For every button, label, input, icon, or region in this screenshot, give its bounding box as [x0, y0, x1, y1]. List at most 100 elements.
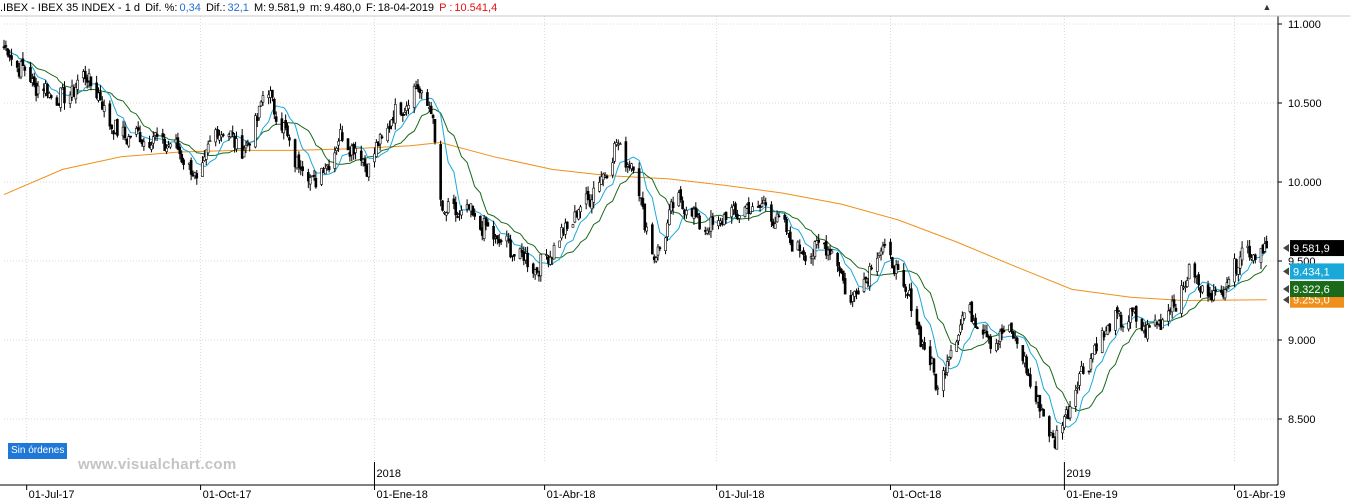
candle-body: [751, 206, 754, 212]
candle-body: [108, 103, 112, 127]
candle-body: [378, 134, 382, 145]
candle-body: [335, 147, 338, 152]
candle-body: [1117, 311, 1121, 314]
candle-body: [915, 309, 919, 326]
candle-body: [363, 158, 367, 167]
candle-body: [255, 116, 259, 121]
candle-body: [1187, 264, 1191, 280]
candle-body: [995, 343, 998, 351]
candle-body: [248, 143, 252, 146]
candle-body: [116, 119, 119, 136]
candle-body: [445, 212, 448, 216]
value-pointer: [1283, 244, 1289, 253]
grid-lines: [4, 16, 1278, 462]
x-axis-labels: 01-Jul-17 01-Oct-17 01-Ene-18 01-Abr-18 01-J…: [29, 468, 1286, 501]
candle-body: [420, 90, 424, 94]
candle-body: [320, 167, 323, 185]
ma10-line: [3, 46, 1267, 428]
candle-body: [936, 387, 940, 390]
candle-body: [1227, 279, 1231, 286]
candle-body: [1174, 307, 1178, 312]
candle-body: [431, 114, 435, 119]
prev-label: P :: [439, 2, 453, 14]
candle-body: [942, 370, 945, 391]
candle-body: [23, 66, 27, 71]
candle-body: [1238, 256, 1242, 269]
orders-status-badge[interactable]: Sin órdenes: [8, 443, 68, 459]
last-price-marker-bg: [1290, 240, 1344, 257]
candle-body: [412, 85, 416, 108]
ma20-value-marker: 9.322,6: [1293, 284, 1330, 296]
candle-body: [204, 149, 208, 160]
candle-body: [996, 343, 1000, 346]
candle-body: [513, 254, 516, 257]
candle-body: [760, 203, 764, 207]
candle-body: [325, 164, 329, 167]
candle-body: [407, 104, 410, 109]
candle-body: [1095, 343, 1098, 352]
candle-body: [401, 114, 405, 116]
candle-body: [1127, 321, 1130, 330]
candle-body: [308, 177, 312, 185]
candle-body: [169, 143, 172, 148]
candle-body: [21, 58, 25, 67]
candle-body: [314, 177, 318, 188]
candle-body: [862, 278, 866, 292]
candle-body: [1193, 263, 1197, 278]
candle-body: [274, 116, 278, 122]
candle-body: [949, 350, 953, 358]
candle-body: [1013, 336, 1017, 338]
candle-body: [520, 250, 524, 253]
candle-body: [902, 269, 906, 287]
candle-body: [896, 264, 900, 270]
candle-body: [452, 198, 456, 205]
candle-body: [1119, 314, 1123, 328]
x-tick-label: 01-Oct-17: [203, 489, 252, 501]
candle-body: [651, 224, 654, 255]
candle-body: [479, 215, 482, 230]
candle-body: [416, 84, 420, 90]
candle-body: [694, 207, 698, 218]
candle-body: [441, 200, 444, 211]
value-pointer: [1283, 285, 1289, 294]
candle-body: [150, 144, 153, 150]
candle-body: [579, 206, 582, 213]
chart-menu-triangle-icon[interactable]: ▲: [1262, 2, 1272, 12]
candle-body: [1002, 330, 1006, 333]
candle-body: [698, 215, 701, 230]
candle-body: [76, 79, 80, 90]
candle-body: [333, 152, 337, 169]
candle-body: [312, 175, 316, 177]
candle-body: [1146, 324, 1149, 340]
candle-body: [545, 254, 548, 256]
candle-body: [928, 346, 932, 366]
candles: [2, 39, 1268, 450]
candle-body: [373, 153, 376, 163]
candle-body: [539, 253, 543, 277]
candle-body: [509, 239, 512, 258]
axes: [0, 15, 1350, 490]
candle-body: [367, 163, 371, 178]
candle-body: [749, 211, 752, 214]
candle-body: [747, 202, 751, 215]
ma10-value-marker-bg: [1290, 263, 1344, 280]
candle-body: [1082, 366, 1085, 374]
candle-body: [962, 312, 966, 319]
y-tick-label: 8.500: [1288, 414, 1316, 426]
candle-body: [10, 55, 13, 60]
candle-body: [552, 245, 556, 260]
candle-body: [724, 211, 728, 220]
x-tick-label: 01-Abr-19: [1237, 489, 1286, 501]
x-tick-label: 01-Jul-17: [29, 489, 75, 501]
y-tick-label: 10.500: [1288, 98, 1322, 110]
candle-body: [947, 356, 951, 360]
candle-body: [590, 199, 594, 210]
prev-value: 10.541,4: [454, 2, 498, 14]
candle-body: [32, 76, 36, 86]
candle-body: [189, 160, 193, 175]
candle-body: [460, 210, 463, 216]
x-tick-label: 01-Ene-19: [1066, 489, 1117, 501]
ma10-path: [3, 46, 1267, 428]
dif-value: 32,1: [227, 2, 249, 14]
